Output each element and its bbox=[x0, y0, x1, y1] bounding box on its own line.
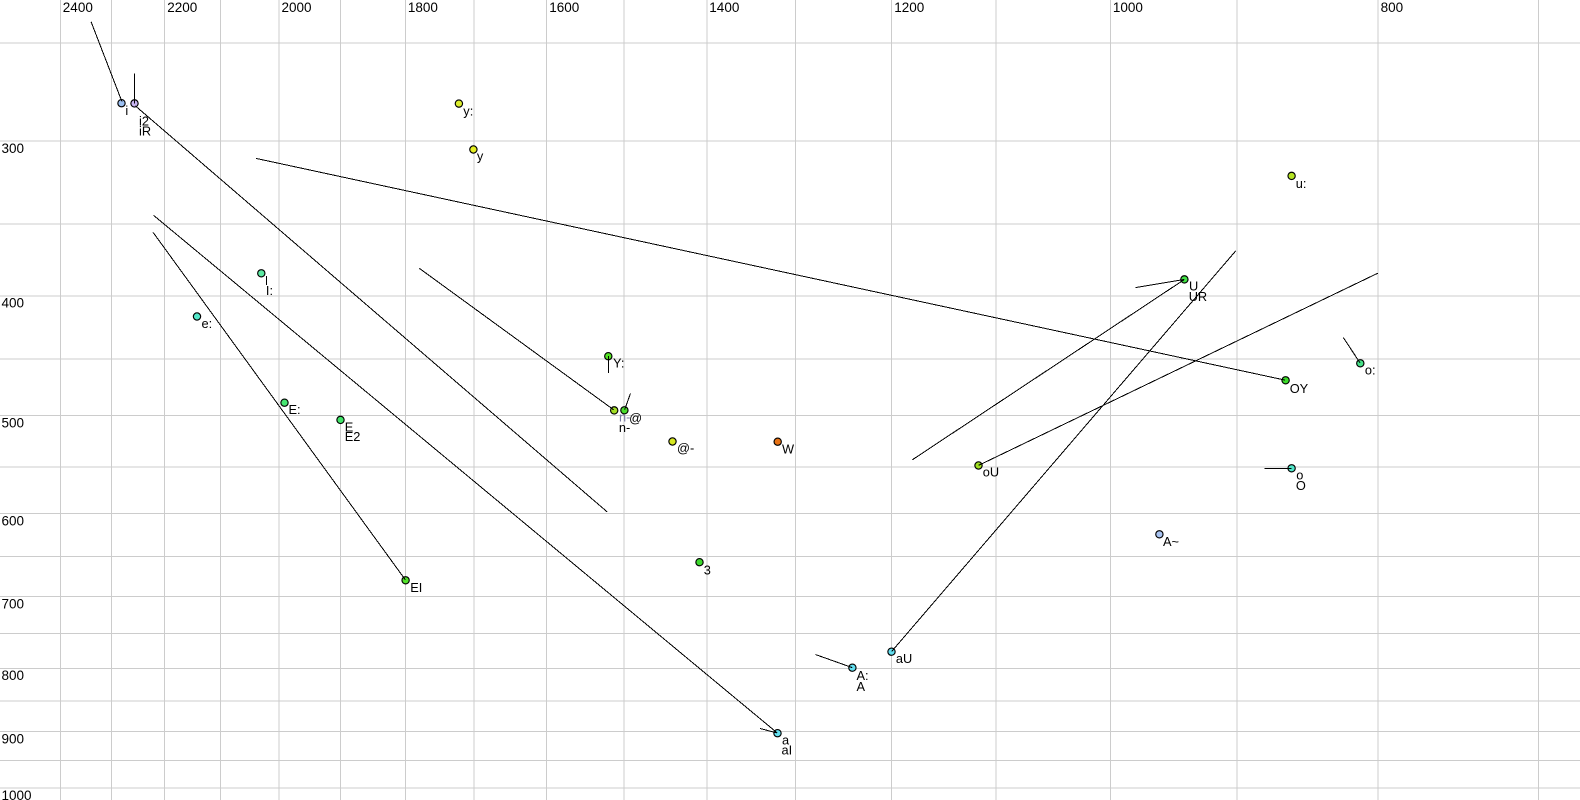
svg-text:aI: aI bbox=[782, 743, 793, 758]
svg-text:600: 600 bbox=[2, 514, 25, 529]
svg-text:n-: n- bbox=[619, 410, 630, 425]
svg-text:2000: 2000 bbox=[282, 0, 312, 15]
svg-text:E: E bbox=[345, 420, 354, 435]
svg-text:2200: 2200 bbox=[167, 0, 197, 15]
svg-text:800: 800 bbox=[2, 668, 25, 683]
svg-text:400: 400 bbox=[2, 296, 25, 311]
svg-text:E:: E: bbox=[289, 402, 301, 417]
svg-text:W: W bbox=[782, 441, 795, 456]
svg-text:e:: e: bbox=[202, 316, 213, 331]
svg-text:500: 500 bbox=[2, 416, 25, 431]
svg-text:y: y bbox=[477, 149, 484, 164]
svg-text:UR: UR bbox=[1189, 289, 1207, 304]
svg-text:iR: iR bbox=[139, 123, 151, 138]
svg-text:o: o bbox=[1296, 467, 1303, 482]
svg-text:1000: 1000 bbox=[2, 788, 32, 800]
svg-text:i2: i2 bbox=[139, 113, 149, 128]
svg-text:800: 800 bbox=[1381, 0, 1404, 15]
svg-text:A:: A: bbox=[857, 668, 869, 683]
svg-text:700: 700 bbox=[2, 597, 25, 612]
svg-text:u:: u: bbox=[1296, 176, 1307, 191]
svg-text:n-: n- bbox=[619, 420, 630, 435]
svg-text:@-: @- bbox=[677, 441, 694, 456]
svg-text:1600: 1600 bbox=[549, 0, 579, 15]
svg-text:EI: EI bbox=[410, 580, 422, 595]
svg-text:1800: 1800 bbox=[408, 0, 438, 15]
svg-text:A~: A~ bbox=[1163, 534, 1179, 549]
svg-text:i: i bbox=[125, 103, 128, 118]
svg-text:O: O bbox=[1296, 478, 1306, 493]
svg-text:1000: 1000 bbox=[1113, 0, 1143, 15]
svg-text:I:: I: bbox=[266, 283, 273, 298]
svg-text:o:: o: bbox=[1365, 363, 1376, 378]
svg-text:300: 300 bbox=[2, 141, 25, 156]
svg-text:aU: aU bbox=[896, 651, 912, 666]
svg-text:E2: E2 bbox=[345, 429, 361, 444]
svg-text:1200: 1200 bbox=[894, 0, 924, 15]
svg-text:Y:: Y: bbox=[613, 356, 624, 371]
svg-text:900: 900 bbox=[2, 732, 25, 747]
svg-text:oU: oU bbox=[983, 464, 999, 479]
svg-text:1400: 1400 bbox=[709, 0, 739, 15]
svg-text:OY: OY bbox=[1290, 381, 1309, 396]
svg-text:@: @ bbox=[629, 410, 642, 425]
svg-text:A: A bbox=[857, 679, 866, 694]
svg-text:2400: 2400 bbox=[63, 0, 93, 15]
svg-text:y:: y: bbox=[463, 104, 473, 119]
svg-text:a: a bbox=[782, 733, 790, 748]
svg-text:3: 3 bbox=[704, 562, 711, 577]
svg-text:U: U bbox=[1189, 279, 1198, 294]
